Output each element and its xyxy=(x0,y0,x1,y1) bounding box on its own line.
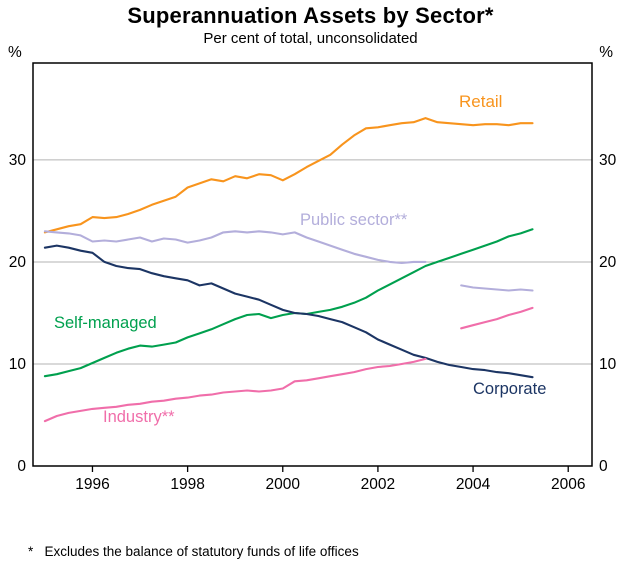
x-tick-label-1996: 1996 xyxy=(75,476,109,493)
footnotes: * Excludes the balance of statutory fund… xyxy=(28,504,391,563)
x-tick-label-1998: 1998 xyxy=(170,476,204,493)
x-tick-label-2004: 2004 xyxy=(456,476,491,493)
series-line-public-sector xyxy=(43,230,427,265)
series-line-industry xyxy=(43,357,427,423)
series-line-industry-after-break xyxy=(460,306,534,330)
y-tick-label-right-30: 30 xyxy=(599,152,617,169)
y-tick-label-right-20: 20 xyxy=(599,254,617,271)
y-tick-label-left-0: 0 xyxy=(17,458,26,475)
series-line-public-sector-after-break xyxy=(460,284,534,292)
series-label-self-managed: Self-managed xyxy=(54,314,157,332)
x-tick-label-2000: 2000 xyxy=(266,476,301,493)
series-line-retail xyxy=(43,117,534,234)
x-tick-label-2002: 2002 xyxy=(361,476,395,493)
y-tick-label-right-0: 0 xyxy=(599,458,608,475)
y-tick-label-left-20: 20 xyxy=(9,254,27,271)
chart-title: Superannuation Assets by Sector* xyxy=(127,3,494,28)
series-label-industry: Industry** xyxy=(103,408,175,426)
series-line-self-managed xyxy=(43,228,534,378)
series-label-corporate: Corporate xyxy=(473,380,547,398)
y-tick-label-left-10: 10 xyxy=(9,356,27,373)
y-tick-label-left-30: 30 xyxy=(9,152,27,169)
y-axis-unit-right: % xyxy=(599,44,613,61)
chart-subtitle: Per cent of total, unconsolidated xyxy=(203,30,418,47)
footnote-asterisk: * Excludes the balance of statutory fund… xyxy=(28,544,359,559)
x-tick-label-2006: 2006 xyxy=(551,476,585,493)
plot-border xyxy=(32,62,593,467)
y-tick-label-right-10: 10 xyxy=(599,356,617,373)
y-axis-unit-left: % xyxy=(8,44,22,61)
series-label-public-sector: Public sector** xyxy=(300,211,408,229)
series-label-retail: Retail xyxy=(459,92,503,111)
series-line-corporate xyxy=(43,244,534,379)
